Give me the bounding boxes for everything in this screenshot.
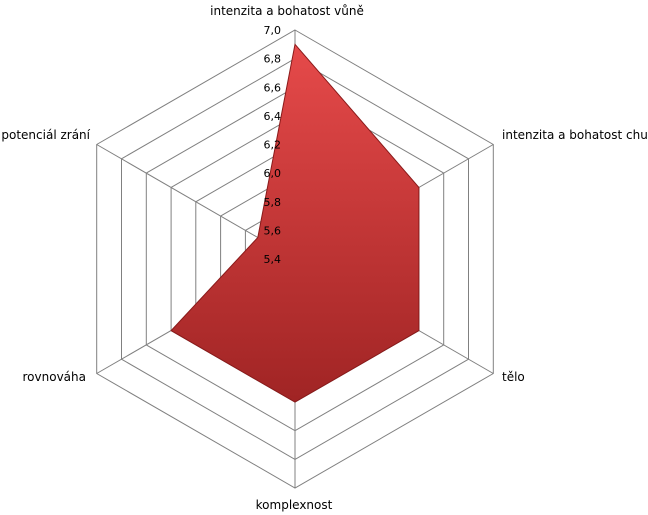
category-label: intenzita a bohatost vůně <box>210 4 364 18</box>
tick-label: 7,0 <box>264 24 282 37</box>
series-layer <box>170 43 420 403</box>
category-label: komplexnost <box>256 498 333 512</box>
tick-label: 5,8 <box>264 196 282 209</box>
category-label: tělo <box>502 370 525 384</box>
tick-labels: 5,4 5,6 5,8 6,0 6,2 6,4 6,6 6,8 7,0 <box>264 24 282 266</box>
category-label: potenciál zrání <box>1 128 90 142</box>
tick-label: 6,8 <box>264 53 282 66</box>
series-area <box>170 43 420 403</box>
tick-label: 5,4 <box>264 253 282 266</box>
category-labels: intenzita a bohatost vůně intenzita a boh… <box>1 4 648 512</box>
tick-label: 6,0 <box>264 167 282 180</box>
category-label: intenzita a bohatost chuti <box>502 128 648 142</box>
tick-label: 5,6 <box>264 224 282 237</box>
tick-label: 6,6 <box>264 81 282 94</box>
category-label: rovnováha <box>23 370 86 384</box>
tick-label: 6,4 <box>264 110 282 123</box>
tick-label: 6,2 <box>264 139 282 152</box>
